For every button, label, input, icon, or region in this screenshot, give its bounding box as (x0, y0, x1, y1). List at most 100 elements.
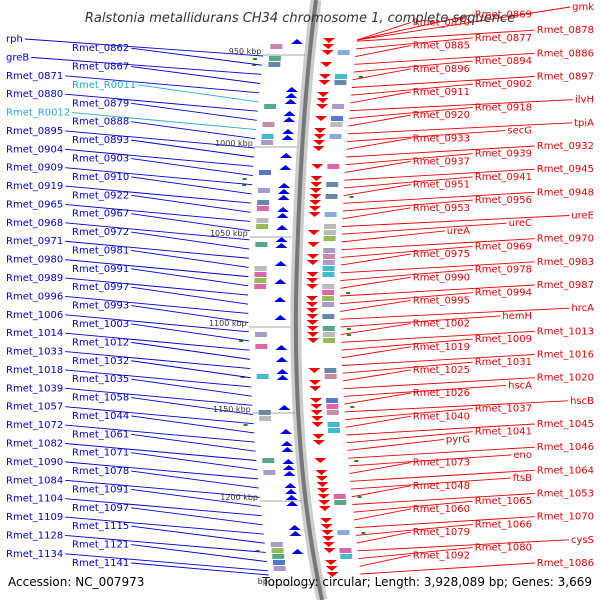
reverse-gene-label: Rmet_1045 (537, 419, 594, 430)
forward-gene-label: Rmet_1061 (72, 429, 129, 440)
label-connector-line (340, 269, 473, 282)
gene-features (239, 38, 366, 577)
forward-gene-label: Rmet_0895 (6, 126, 63, 137)
forward-gene-label: Rmet_1058 (72, 393, 129, 404)
reverse-gene-label: hscB (570, 396, 594, 407)
label-connector-line (356, 6, 571, 41)
reverse-cog-block (334, 80, 347, 85)
reverse-gene-label: Rmet_1066 (475, 519, 532, 530)
label-connector-line (65, 498, 262, 517)
forward-gene-label: Rmet_0993 (72, 301, 129, 312)
label-connector-line (131, 470, 259, 489)
reverse-gene-arrow (311, 164, 324, 169)
label-connector-line (347, 122, 573, 135)
forward-cog-block (256, 374, 269, 379)
forward-gene-arrow (275, 243, 288, 248)
reverse-gene-label: Rmet_0870 (413, 17, 470, 28)
label-connector-line (65, 277, 249, 296)
reverse-gene-arrow (315, 476, 328, 481)
reverse-cog-block (332, 104, 345, 109)
forward-gene-label: Rmet_0980 (6, 255, 63, 266)
label-connector-line (65, 479, 260, 498)
label-connector-line (345, 145, 535, 158)
reverse-gene-arrow (313, 140, 326, 145)
label-connector-line (352, 68, 411, 81)
reverse-gene-arrow (312, 434, 325, 439)
reverse-gene-label: Rmet_0869 (475, 10, 532, 21)
forward-gene-label: Rmet_1082 (6, 438, 63, 449)
forward-gene-arrow (279, 165, 292, 170)
forward-gene-arrow (277, 189, 290, 194)
label-connector-line (65, 148, 254, 167)
forward-cog-block (256, 218, 269, 223)
reverse-gene-arrow (321, 530, 334, 535)
label-connector-line (348, 454, 512, 467)
forward-gene-label: Rmet_1128 (6, 530, 63, 541)
forward-gene-label: Rmet_1033 (6, 347, 63, 358)
label-connector-line (340, 323, 411, 336)
reverse-cog-block (322, 314, 335, 319)
forward-gene-label: Rmet_0965 (6, 199, 63, 210)
label-connector-line (347, 130, 506, 143)
reverse-gene-arrow (322, 44, 335, 49)
marker-dot (243, 424, 248, 426)
label-connector-line (131, 249, 249, 268)
reverse-gene-label: Rmet_1020 (537, 373, 594, 384)
label-connector-line (65, 387, 253, 406)
label-connector-line (131, 102, 257, 121)
reverse-gene-label: Rmet_0902 (475, 79, 532, 90)
reverse-gene-arrow (306, 326, 319, 331)
reverse-gene-arrow (311, 416, 324, 421)
marker-dot (359, 76, 364, 78)
label-connector-line (353, 60, 473, 73)
label-connector-line (354, 516, 535, 529)
reverse-gene-arrow (308, 212, 321, 217)
scale-tick-label: 1100 kbp (209, 319, 247, 328)
label-connector-line (131, 489, 261, 507)
reverse-gene-arrow (317, 488, 330, 493)
reverse-cog-block (339, 548, 352, 553)
forward-gene-label: Rmet_1078 (72, 466, 129, 477)
label-connector-line (131, 415, 255, 434)
reverse-gene-arrow (306, 260, 319, 265)
reverse-gene-label: Rmet_1002 (413, 319, 470, 330)
forward-cog-block (254, 284, 267, 289)
label-connector-line (342, 207, 411, 220)
reverse-gene-label: Rmet_1065 (475, 496, 532, 507)
reverse-gene-arrow (308, 206, 321, 211)
reverse-gene-label: Rmet_0951 (413, 180, 470, 191)
forward-gene-arrow (281, 135, 294, 140)
reverse-gene-label: Rmet_0948 (537, 187, 594, 198)
reverse-gene-arrow (319, 74, 332, 79)
reverse-gene-arrow (309, 386, 322, 391)
reverse-cog-block (323, 230, 336, 235)
reverse-gene-arrow (307, 338, 320, 343)
reverse-gene-label: Rmet_0994 (475, 288, 532, 299)
label-connector-line (342, 199, 473, 212)
marker-dot (346, 334, 351, 336)
label-connector-line (65, 351, 251, 370)
forward-cog-block (254, 272, 267, 277)
forward-cog-block (262, 458, 275, 463)
reverse-cog-block (324, 368, 337, 373)
forward-gene-arrow (274, 297, 287, 302)
forward-gene-label: Rmet_0893 (72, 135, 129, 146)
reverse-gene-label: Rmet_1025 (413, 365, 470, 376)
label-connector-line (65, 424, 255, 443)
forward-cog-block (271, 548, 284, 553)
label-connector-line (342, 369, 411, 382)
reverse-gene-label: Rmet_0939 (475, 149, 532, 160)
forward-cog-block (256, 224, 269, 229)
label-connector-line (349, 99, 574, 112)
reverse-gene-arrow (312, 440, 325, 445)
reverse-cog-block (322, 302, 335, 307)
reverse-gene-arrow (306, 302, 319, 307)
reverse-gene-label: ftsB (513, 473, 532, 484)
marker-dot (239, 340, 244, 342)
reverse-gene-label: Rmet_1048 (413, 481, 470, 492)
label-connector-line (131, 176, 252, 195)
forward-gene-label: Rmet_0888 (72, 117, 129, 128)
forward-gene-label: greB (6, 52, 29, 63)
marker-dot (252, 58, 257, 60)
reverse-gene-arrow (310, 410, 323, 415)
